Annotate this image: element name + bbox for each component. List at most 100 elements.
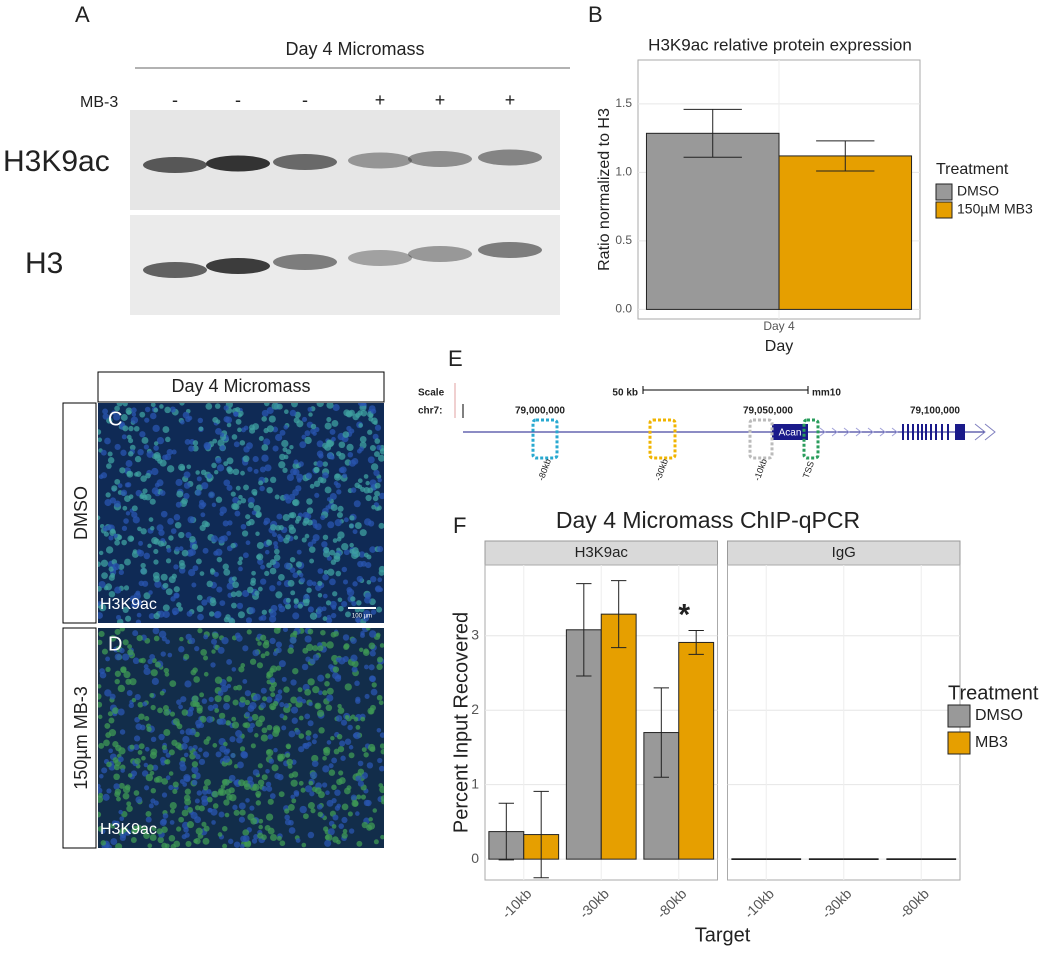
nucleus bbox=[325, 617, 333, 623]
nucleus bbox=[336, 674, 342, 680]
nucleus bbox=[367, 743, 376, 752]
nucleus bbox=[133, 744, 140, 751]
nucleus bbox=[181, 549, 189, 557]
nucleus bbox=[226, 531, 232, 536]
nucleus bbox=[157, 707, 163, 714]
nucleus bbox=[153, 441, 159, 446]
nucleus bbox=[183, 752, 189, 758]
y-tick-label: 0.0 bbox=[615, 302, 632, 316]
nucleus bbox=[123, 518, 129, 524]
nucleus bbox=[365, 799, 372, 807]
nucleus bbox=[176, 602, 182, 608]
nucleus bbox=[269, 677, 276, 683]
nucleus bbox=[119, 628, 125, 632]
nucleus bbox=[316, 460, 324, 468]
lane-label: - bbox=[235, 90, 241, 110]
nucleus bbox=[210, 808, 218, 816]
nucleus bbox=[119, 729, 126, 735]
nucleus bbox=[237, 427, 242, 433]
nucleus bbox=[364, 592, 372, 600]
lane-label: - bbox=[172, 90, 178, 110]
nucleus bbox=[266, 674, 271, 679]
nucleus bbox=[114, 670, 122, 677]
nucleus bbox=[215, 751, 222, 758]
nucleus bbox=[147, 843, 153, 848]
nucleus bbox=[333, 660, 338, 665]
nucleus bbox=[223, 799, 230, 806]
nucleus bbox=[138, 540, 143, 546]
nucleus bbox=[272, 651, 278, 656]
nucleus bbox=[283, 562, 291, 570]
nucleus bbox=[333, 552, 341, 560]
nucleus bbox=[147, 658, 153, 665]
nucleus bbox=[163, 709, 170, 716]
nucleus bbox=[168, 576, 176, 584]
nucleus bbox=[117, 483, 123, 489]
nucleus bbox=[226, 793, 233, 801]
nucleus bbox=[288, 524, 295, 530]
nucleus bbox=[135, 590, 141, 596]
nucleus bbox=[293, 417, 300, 424]
nucleus bbox=[323, 550, 331, 558]
nucleus bbox=[151, 467, 159, 476]
nucleus bbox=[213, 571, 219, 577]
nucleus bbox=[369, 650, 376, 657]
nucleus bbox=[194, 701, 200, 707]
nucleus bbox=[325, 673, 331, 679]
nucleus bbox=[167, 652, 173, 658]
nucleus bbox=[168, 749, 175, 756]
nucleus bbox=[270, 692, 276, 698]
nucleus bbox=[176, 490, 184, 498]
nucleus bbox=[184, 680, 192, 688]
nucleus bbox=[377, 757, 383, 764]
nucleus bbox=[346, 587, 352, 593]
nucleus bbox=[178, 546, 184, 551]
nucleus bbox=[214, 610, 222, 618]
nucleus bbox=[222, 825, 228, 832]
nucleus bbox=[144, 785, 150, 791]
nucleus bbox=[201, 799, 209, 806]
nucleus bbox=[363, 552, 369, 558]
nucleus bbox=[223, 479, 231, 487]
strand-arrows bbox=[819, 427, 898, 437]
nucleus bbox=[182, 735, 190, 744]
nucleus bbox=[143, 664, 149, 669]
nucleus bbox=[179, 636, 184, 642]
nucleus bbox=[120, 489, 128, 497]
nucleus bbox=[161, 778, 169, 785]
nucleus bbox=[159, 819, 167, 826]
nucleus bbox=[240, 497, 247, 504]
nucleus bbox=[327, 828, 335, 836]
nucleus bbox=[98, 826, 104, 832]
nucleus bbox=[151, 537, 159, 545]
nucleus bbox=[290, 468, 297, 476]
y-tick-label: 1.5 bbox=[615, 96, 632, 110]
nucleus bbox=[248, 502, 255, 509]
nucleus bbox=[277, 536, 284, 543]
nucleus bbox=[328, 763, 334, 769]
nucleus bbox=[162, 582, 169, 589]
nucleus bbox=[358, 551, 366, 558]
nucleus bbox=[322, 593, 328, 599]
nucleus bbox=[338, 770, 344, 776]
error-bar bbox=[611, 580, 627, 649]
nucleus bbox=[98, 474, 104, 480]
nucleus bbox=[212, 632, 219, 640]
nucleus bbox=[118, 569, 124, 576]
y-tick-label: 1.0 bbox=[615, 165, 632, 179]
nucleus bbox=[185, 840, 192, 847]
nucleus bbox=[304, 713, 311, 720]
nucleus bbox=[122, 505, 128, 511]
nucleus bbox=[295, 485, 302, 492]
nucleus bbox=[98, 701, 103, 708]
nucleus bbox=[183, 492, 190, 500]
nucleus bbox=[326, 641, 334, 649]
nucleus bbox=[120, 832, 127, 839]
nucleus bbox=[344, 715, 350, 720]
nucleus bbox=[304, 430, 311, 437]
nucleus bbox=[260, 687, 267, 694]
nucleus bbox=[240, 523, 247, 530]
nucleus bbox=[285, 603, 291, 610]
nucleus bbox=[228, 787, 235, 794]
nucleus bbox=[191, 582, 197, 588]
